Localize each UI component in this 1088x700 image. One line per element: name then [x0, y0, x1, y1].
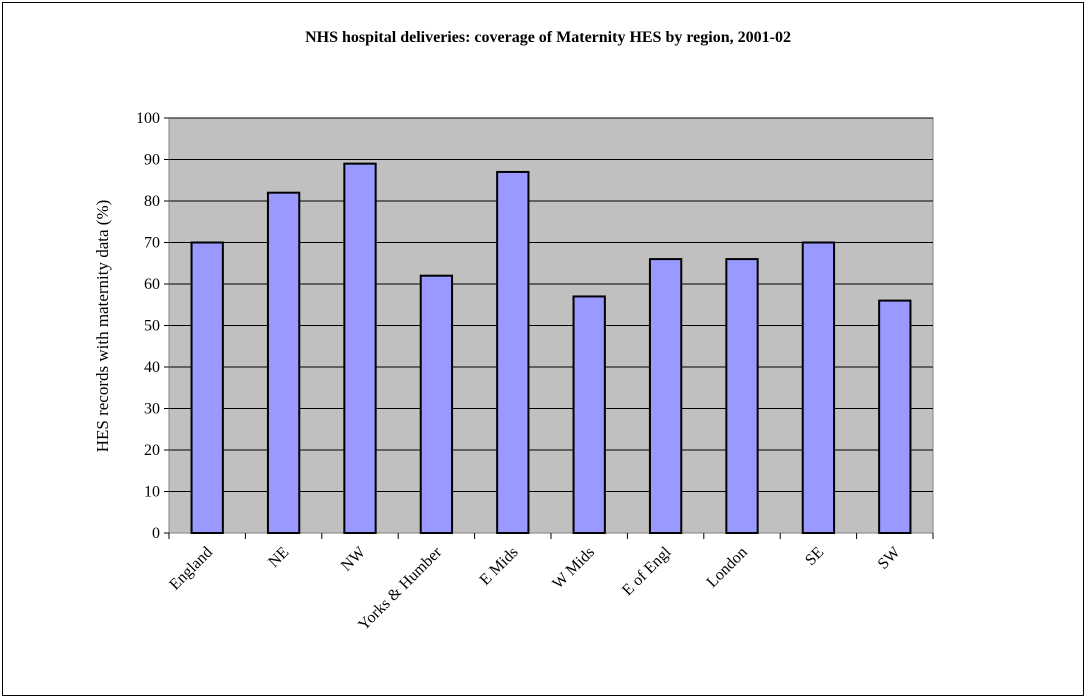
y-tick-label: 60 [144, 276, 160, 293]
x-tick-label: NE [265, 544, 292, 571]
y-tick-label: 100 [136, 110, 160, 127]
x-tick-label: NW [338, 543, 370, 575]
chart-svg: NHS hospital deliveries: coverage of Mat… [93, 29, 934, 634]
chart-title: NHS hospital deliveries: coverage of Mat… [305, 29, 791, 46]
y-tick-label: 70 [144, 235, 160, 252]
bar [878, 299, 912, 534]
bar [801, 241, 836, 534]
y-axis-label: HES records with maternity data (%) [93, 200, 112, 453]
bar [266, 191, 301, 534]
x-tick-label: W Mids [549, 544, 598, 593]
x-tick-label: E Mids [477, 544, 522, 589]
y-tick-label: 40 [144, 359, 160, 376]
bar [648, 258, 683, 534]
bar [572, 295, 606, 535]
y-tick-label: 50 [144, 318, 160, 335]
bar [725, 258, 759, 534]
x-tick-label: England [166, 544, 216, 594]
y-tick-label: 0 [152, 525, 160, 542]
y-tick-label: 80 [144, 193, 160, 210]
bar [419, 274, 454, 534]
y-tick-label: 30 [144, 401, 160, 418]
bar [496, 170, 530, 534]
bar [190, 241, 224, 534]
x-tick-label: E of Engl [619, 543, 675, 599]
y-tick-label: 90 [144, 152, 160, 169]
y-tick-label: 20 [144, 442, 160, 459]
y-tick-label: 10 [144, 484, 160, 501]
x-tick-label: London [704, 544, 751, 591]
bar [343, 162, 377, 534]
x-tick-label: SW [875, 543, 905, 573]
x-tick-label: Yorks & Humber [355, 543, 446, 634]
x-tick-label: SE [802, 544, 827, 569]
